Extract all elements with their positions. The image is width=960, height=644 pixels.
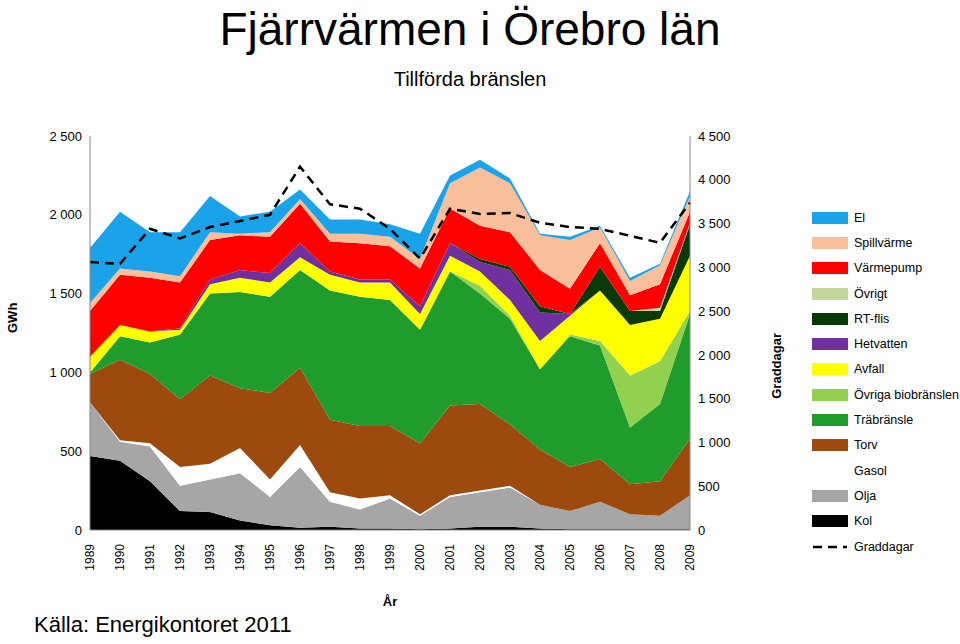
svg-text:2002: 2002 <box>473 544 487 571</box>
html-text:Övrigt: Övrigt <box>854 286 888 301</box>
svg-text:1997: 1997 <box>323 544 337 571</box>
svg-text:1991: 1991 <box>143 544 157 571</box>
svg-text:1 500: 1 500 <box>49 286 82 301</box>
html-text:Värmepump: Värmepump <box>854 261 923 276</box>
html-text:Hetvatten: Hetvatten <box>854 337 908 352</box>
svg-text:4 000: 4 000 <box>698 172 731 187</box>
svg-text:2 000: 2 000 <box>698 348 731 363</box>
svg-text:1996: 1996 <box>293 544 307 571</box>
svg-text:2006: 2006 <box>593 544 607 571</box>
svg-text:0: 0 <box>698 523 705 538</box>
svg-text:2008: 2008 <box>653 544 667 571</box>
svg-text:1993: 1993 <box>203 544 217 571</box>
html-text:Torv: Torv <box>854 438 878 453</box>
svg-text:1 500: 1 500 <box>698 391 731 406</box>
html-text:Spillvärme: Spillvärme <box>854 235 913 250</box>
svg-text:2007: 2007 <box>623 544 637 571</box>
html-text:Källa: Energikontoret 2011: Källa: Energikontoret 2011 <box>34 612 292 637</box>
svg-text:1994: 1994 <box>233 544 247 571</box>
html-text:Övriga biobränslen: Övriga biobränslen <box>854 387 959 402</box>
svg-text:2001: 2001 <box>443 544 457 571</box>
svg-text:År: År <box>383 594 397 608</box>
svg-text:500: 500 <box>60 444 82 459</box>
html-text:Avfall: Avfall <box>854 362 885 377</box>
svg-text:2009: 2009 <box>683 544 697 571</box>
svg-text:2004: 2004 <box>533 544 547 571</box>
svg-text:2 500: 2 500 <box>49 129 82 144</box>
svg-text:1992: 1992 <box>173 544 187 571</box>
svg-text:500: 500 <box>698 479 720 494</box>
svg-text:GWh: GWh <box>8 303 20 333</box>
html-text:Tillförda bränslen: Tillförda bränslen <box>393 68 547 90</box>
svg-text:2000: 2000 <box>413 544 427 571</box>
html-text:Träbränsle: Träbränsle <box>854 413 914 427</box>
svg-text:3 000: 3 000 <box>698 260 731 275</box>
html-text:Gasol: Gasol <box>854 463 887 478</box>
svg-text:1995: 1995 <box>263 544 277 571</box>
svg-text:0: 0 <box>75 523 82 538</box>
svg-text:1998: 1998 <box>353 544 367 571</box>
svg-text:1 000: 1 000 <box>698 435 731 450</box>
svg-text:3 500: 3 500 <box>698 216 731 231</box>
svg-text:2005: 2005 <box>563 544 577 571</box>
html-text:Fjärrvärmen i Örebro län: Fjärrvärmen i Örebro län <box>219 3 721 55</box>
svg-text:1990: 1990 <box>113 544 127 571</box>
html-text:Olja: Olja <box>854 488 877 503</box>
html-text:El: El <box>854 210 866 225</box>
svg-text:2 000: 2 000 <box>49 207 82 222</box>
svg-text:1989: 1989 <box>83 544 97 571</box>
html-text:RT-flis: RT-flis <box>854 311 890 326</box>
html-text:Graddagar: Graddagar <box>854 539 914 554</box>
svg-text:Graddagar: Graddagar <box>769 333 784 399</box>
svg-text:1999: 1999 <box>383 544 397 571</box>
html-text:Kol: Kol <box>854 514 873 529</box>
svg-text:2003: 2003 <box>503 544 517 571</box>
svg-text:4 500: 4 500 <box>698 129 731 144</box>
svg-text:2 500: 2 500 <box>698 304 731 319</box>
svg-text:1 000: 1 000 <box>49 365 82 380</box>
